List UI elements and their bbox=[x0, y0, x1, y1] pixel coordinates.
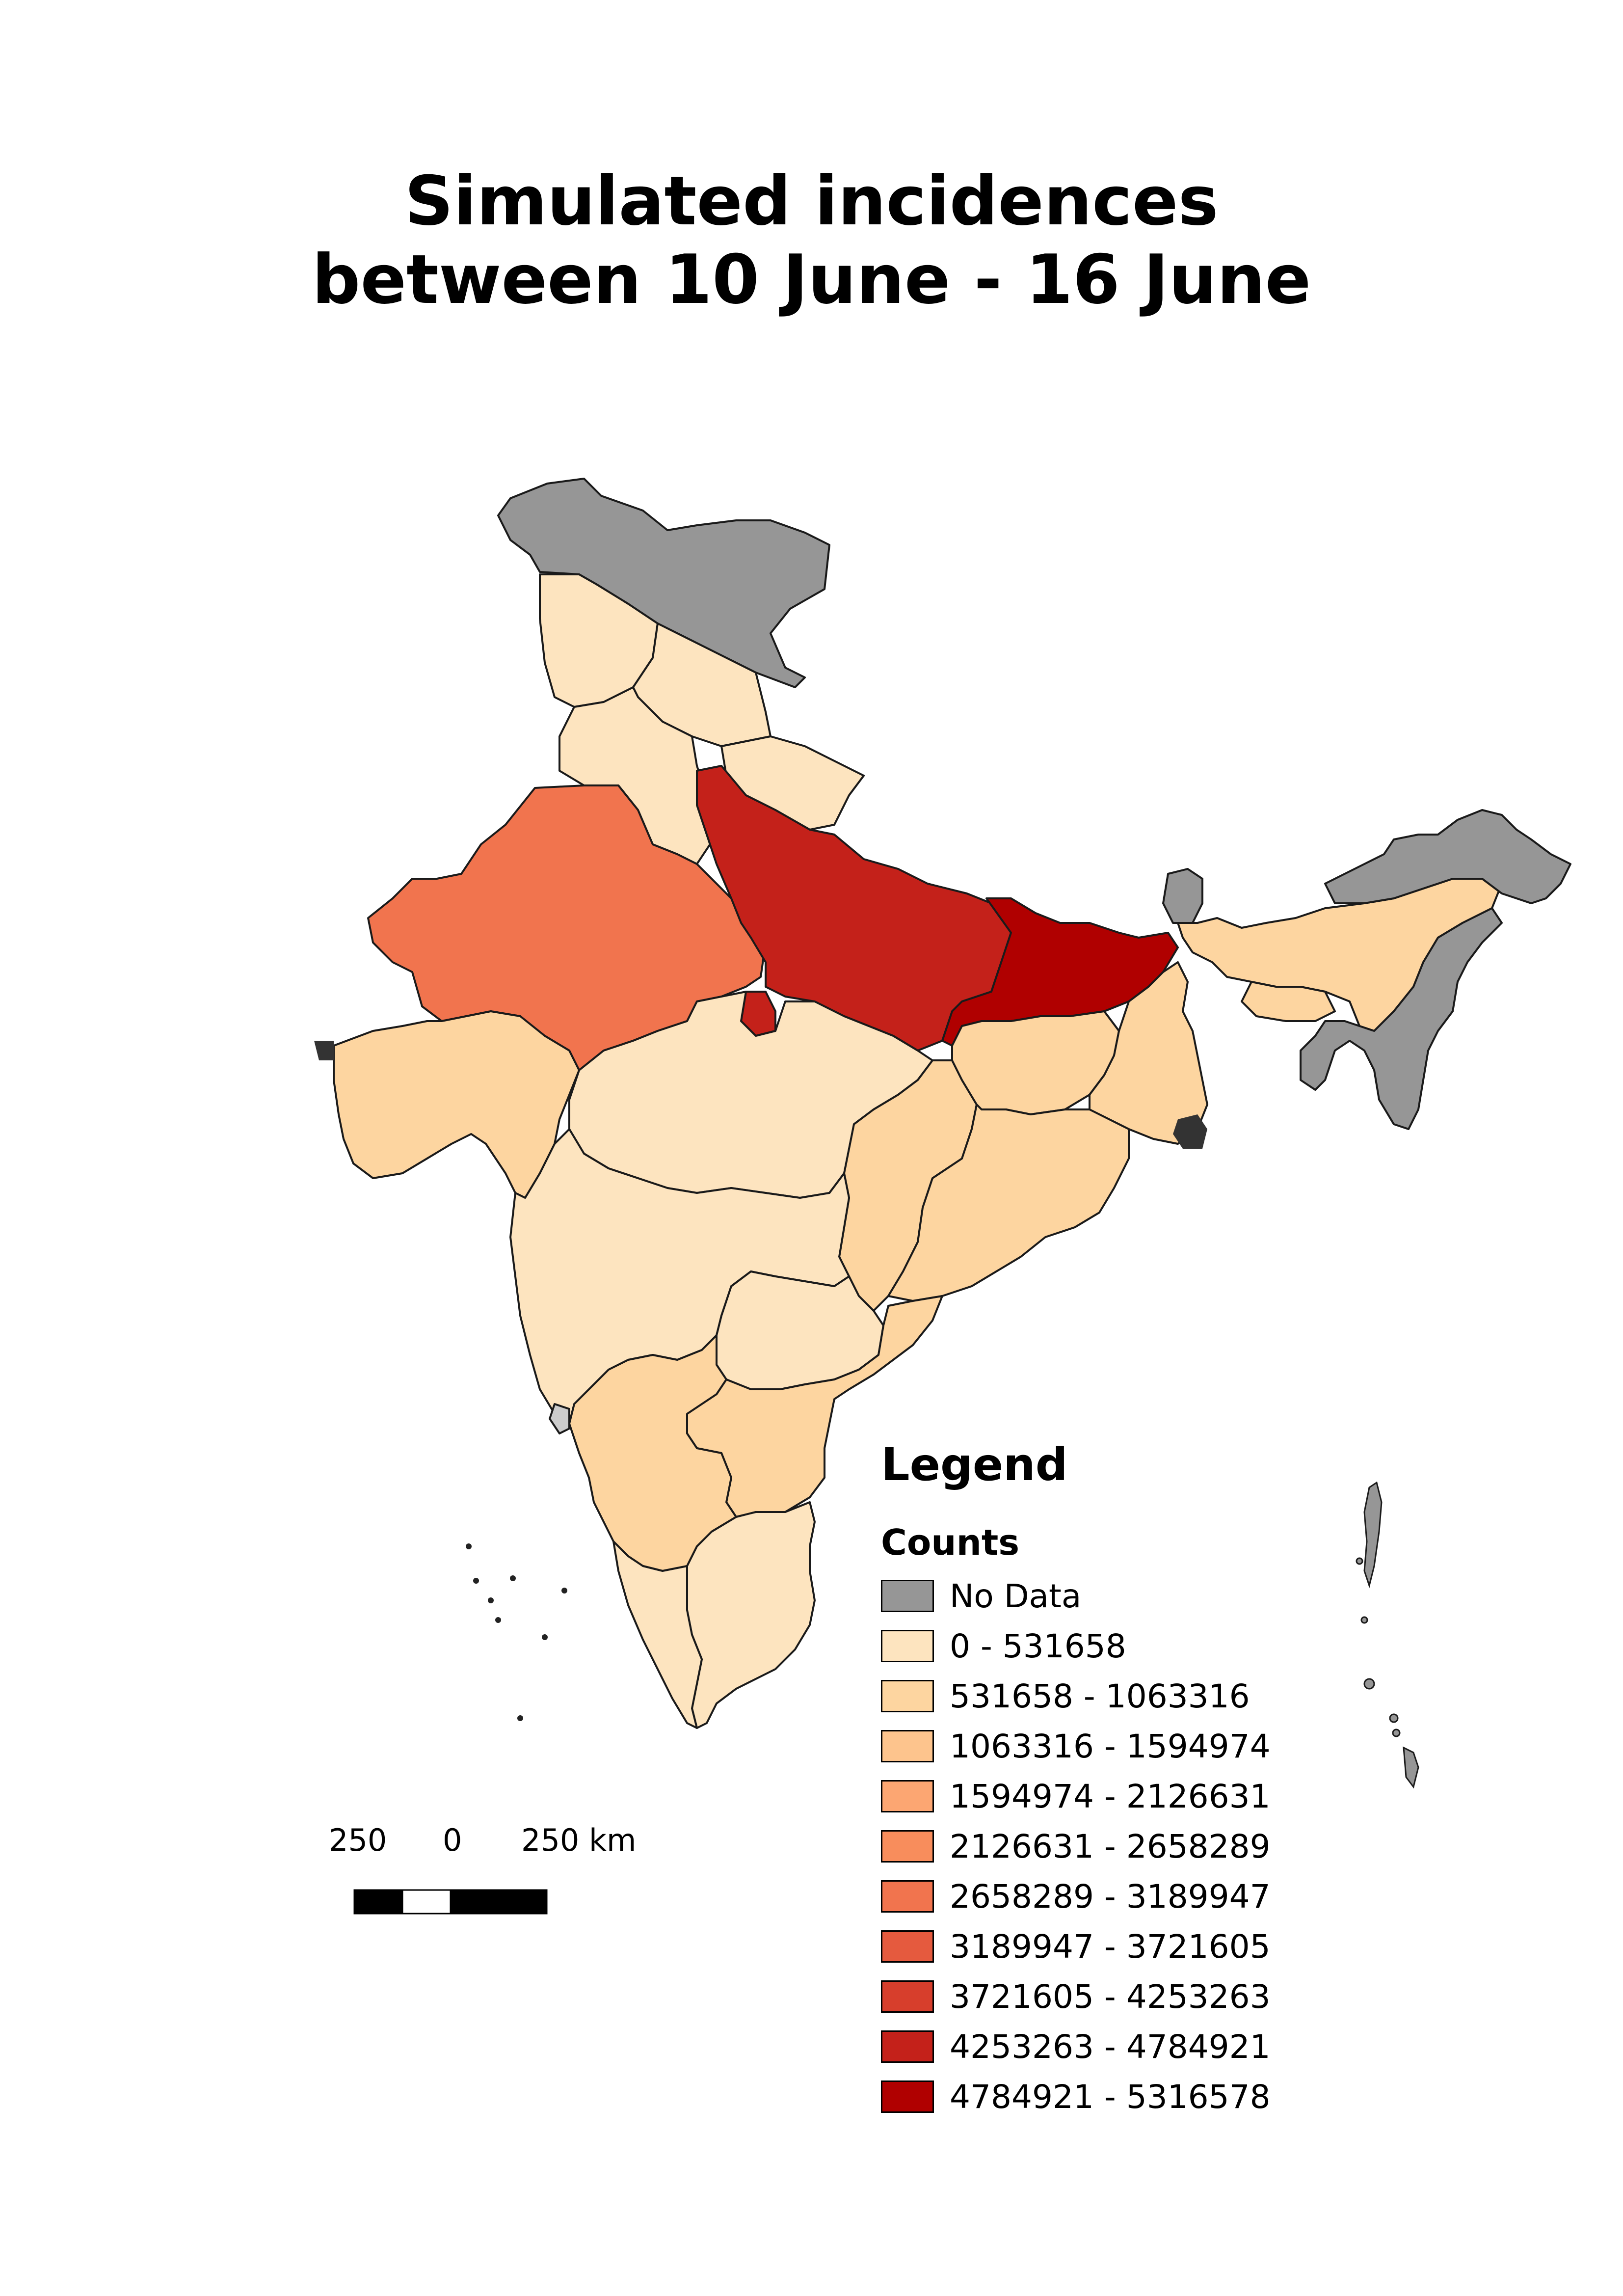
legend-item: 4784921 - 5316578 bbox=[881, 2077, 1323, 2127]
scale-bar-segment-2 bbox=[401, 1889, 452, 1915]
lakshadweep-dot-5 bbox=[542, 1634, 548, 1640]
legend-heading: Legend bbox=[881, 1438, 1068, 1491]
legend-swatch bbox=[881, 2080, 934, 2113]
region-odisha bbox=[887, 1104, 1130, 1302]
region-meghalaya bbox=[1241, 981, 1336, 1022]
island-dot-5 bbox=[1356, 1557, 1363, 1565]
legend-swatch bbox=[881, 2030, 934, 2063]
region-haryana-delhi bbox=[559, 686, 718, 865]
andaman-islands bbox=[1363, 1481, 1383, 1589]
legend-label: 1594974 - 2126631 bbox=[950, 1778, 1271, 1815]
legend-swatch bbox=[881, 1780, 934, 1812]
legend-label: 0 - 531658 bbox=[950, 1627, 1126, 1665]
legend-label: 3189947 - 3721605 bbox=[950, 1928, 1271, 1966]
lakshadweep-dot-3 bbox=[488, 1597, 494, 1603]
lakshadweep-dot-4 bbox=[510, 1575, 516, 1581]
nicobar-islands bbox=[1403, 1746, 1419, 1789]
legend-label: 2658289 - 3189947 bbox=[950, 1878, 1271, 1916]
scale-bar-segment-3 bbox=[450, 1889, 548, 1915]
legend-item: 3189947 - 3721605 bbox=[881, 1926, 1323, 1976]
legend-item: 1594974 - 2126631 bbox=[881, 1776, 1323, 1826]
lakshadweep-dot-6 bbox=[561, 1588, 567, 1594]
lakshadweep-dot-8 bbox=[495, 1617, 501, 1623]
map-title-line-2: between 10 June - 16 June bbox=[312, 240, 1311, 319]
island-dot-4 bbox=[1360, 1616, 1368, 1624]
legend-swatch bbox=[881, 1580, 934, 1612]
lakshadweep-dot-2 bbox=[473, 1578, 479, 1584]
legend-label: 3721605 - 4253263 bbox=[950, 1978, 1271, 2016]
map-title-line-1: Simulated incidences bbox=[404, 162, 1219, 241]
region-arunachal bbox=[1324, 809, 1571, 904]
legend-swatch bbox=[881, 1830, 934, 1863]
legend-item: 531658 - 1063316 bbox=[881, 1676, 1323, 1726]
legend-subheading: Counts bbox=[881, 1522, 1020, 1563]
island-dot-2 bbox=[1389, 1713, 1399, 1723]
kutch-coast-detail bbox=[314, 1041, 334, 1060]
legend-item: 3721605 - 4253263 bbox=[881, 1976, 1323, 2026]
scale-bar bbox=[353, 1889, 548, 1915]
scale-label-right: 250 km bbox=[521, 1822, 637, 1858]
scale-label-left: 250 bbox=[329, 1822, 387, 1858]
legend-label: 2126631 - 2658289 bbox=[950, 1828, 1271, 1865]
legend-label: 1063316 - 1594974 bbox=[950, 1728, 1271, 1765]
legend-item: 2658289 - 3189947 bbox=[881, 1876, 1323, 1926]
legend-label: 4784921 - 5316578 bbox=[950, 2078, 1271, 2116]
legend-item: 4253263 - 4784921 bbox=[881, 2026, 1323, 2077]
lakshadweep-dot-7 bbox=[517, 1715, 523, 1721]
legend-swatch bbox=[881, 1880, 934, 1913]
legend-label: No Data bbox=[950, 1577, 1082, 1615]
legend-swatch bbox=[881, 1630, 934, 1662]
sundarbans-coast-detail bbox=[1173, 1114, 1207, 1149]
region-northeast-south bbox=[1300, 907, 1503, 1130]
legend-swatch bbox=[881, 1980, 934, 2013]
scale-label-zero: 0 bbox=[443, 1822, 462, 1858]
region-goa bbox=[549, 1403, 570, 1434]
island-dot-3 bbox=[1392, 1729, 1401, 1737]
legend-swatch bbox=[881, 1930, 934, 1963]
legend-item: 2126631 - 2658289 bbox=[881, 1826, 1323, 1876]
legend-swatch bbox=[881, 1680, 934, 1712]
legend-label: 531658 - 1063316 bbox=[950, 1677, 1250, 1715]
legend-swatch bbox=[881, 1730, 934, 1762]
legend-label: 4253263 - 4784921 bbox=[950, 2028, 1271, 2066]
region-kerala bbox=[612, 1540, 703, 1729]
lakshadweep-dot-1 bbox=[466, 1543, 472, 1549]
region-sikkim bbox=[1162, 868, 1203, 924]
island-dot-1 bbox=[1363, 1678, 1375, 1690]
scale-bar-segment-1 bbox=[353, 1889, 403, 1915]
legend-item: No Data bbox=[881, 1576, 1323, 1626]
legend-item: 1063316 - 1594974 bbox=[881, 1726, 1323, 1776]
region-tamil-nadu bbox=[686, 1501, 816, 1729]
legend-item: 0 - 531658 bbox=[881, 1626, 1323, 1676]
